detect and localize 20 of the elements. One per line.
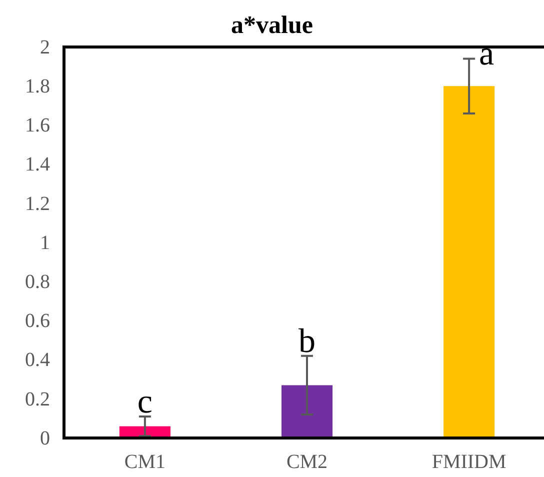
y-tick-label: 1.8 — [25, 76, 50, 98]
chart-title: a*value — [231, 12, 313, 39]
y-tick-label: 1.6 — [25, 114, 50, 137]
x-tick-label: CM1 — [124, 451, 166, 474]
y-tick-label: 1 — [40, 232, 50, 254]
y-tick-label: 0.8 — [25, 271, 50, 293]
y-tick-label: 1.2 — [25, 192, 50, 215]
y-tick-label: 0.2 — [25, 388, 50, 410]
y-tick-label: 1.4 — [25, 154, 50, 176]
bar — [444, 86, 495, 438]
x-tick-label: FMIIDM — [432, 451, 506, 474]
y-tick-label: 0.4 — [25, 349, 50, 372]
annotation: b — [298, 322, 316, 360]
y-tick-label: 2 — [40, 36, 50, 58]
bar — [281, 385, 333, 438]
y-tick-label: 0 — [40, 427, 50, 450]
y-tick-label: 0.6 — [25, 310, 50, 332]
annotation: a — [479, 36, 494, 73]
annotation: c — [137, 384, 152, 421]
x-tick-label: CM2 — [286, 451, 328, 474]
